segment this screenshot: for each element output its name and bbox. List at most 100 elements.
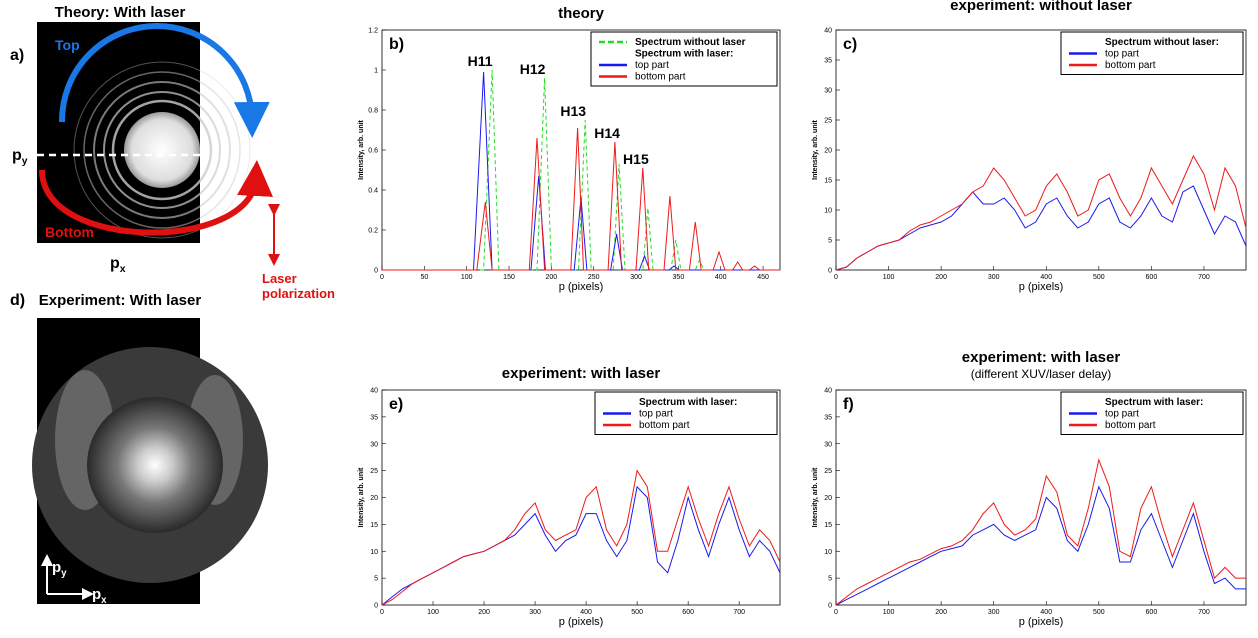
y-tick-label: 15 — [824, 522, 832, 529]
x-tick-label: 200 — [478, 609, 490, 616]
x-tick-label: 500 — [1093, 609, 1105, 616]
x-tick-label: 400 — [1040, 274, 1052, 281]
py-label-base: p — [52, 559, 61, 576]
experiment-image — [32, 318, 268, 604]
legend-entry: top part — [635, 60, 669, 71]
px-label: px — [92, 586, 107, 606]
py-label-sub: y — [61, 568, 67, 579]
x-axis-label: p (pixels) — [559, 616, 604, 628]
data-line — [835, 458, 1246, 606]
x-tick-label: 300 — [529, 609, 541, 616]
legend-entry: bottom part — [1105, 420, 1156, 431]
y-axis-label: Intensity, arb. unit — [358, 119, 365, 179]
panel-label: b) — [389, 36, 404, 53]
legend-entry: bottom part — [639, 420, 690, 431]
py-label: py — [12, 147, 28, 167]
image-title: Experiment: With laser — [39, 292, 202, 309]
peak-annotation: H14 — [594, 125, 620, 141]
x-tick-label: 250 — [588, 274, 600, 281]
x-axis-label: p (pixels) — [559, 281, 604, 293]
y-tick-label: 5 — [828, 238, 832, 245]
y-tick-label: 25 — [824, 118, 832, 125]
y-tick-label: 15 — [824, 178, 832, 185]
panel-label: c) — [843, 36, 857, 53]
data-line — [835, 485, 1246, 606]
x-tick-label: 200 — [935, 274, 947, 281]
legend-entry: bottom part — [635, 72, 686, 83]
y-tick-label: 20 — [824, 495, 832, 502]
panel-label: a) — [10, 47, 24, 64]
x-tick-label: 350 — [673, 274, 685, 281]
y-tick-label: 30 — [824, 441, 832, 448]
x-tick-label: 700 — [1198, 274, 1210, 281]
x-tick-label: 100 — [883, 274, 895, 281]
peak-annotation: H12 — [520, 61, 546, 77]
y-tick-label: 0.4 — [368, 188, 378, 195]
chart-title: experiment: without laser — [950, 0, 1132, 14]
x-tick-label: 450 — [757, 274, 769, 281]
px-label-base: p — [110, 255, 120, 272]
py-label-base: p — [12, 147, 22, 164]
x-tick-label: 0 — [380, 274, 384, 281]
panel-label: e) — [389, 396, 403, 413]
y-tick-label: 0 — [828, 268, 832, 275]
top-label: Top — [55, 37, 80, 53]
y-tick-label: 0 — [374, 603, 378, 610]
y-tick-label: 20 — [370, 495, 378, 502]
y-tick-label: 40 — [370, 388, 378, 395]
chart-title: theory — [558, 5, 605, 22]
x-tick-label: 200 — [935, 609, 947, 616]
legend-title: Spectrum with laser: — [1105, 397, 1203, 408]
y-tick-label: 40 — [824, 388, 832, 395]
py-label: py — [52, 559, 67, 579]
polarization-label: polarization — [262, 286, 335, 301]
y-tick-label: 10 — [824, 549, 832, 556]
y-axis-label: Intensity, arb. unit — [812, 119, 819, 179]
x-tick-label: 0 — [834, 609, 838, 616]
x-tick-label: 200 — [546, 274, 558, 281]
chart-title: experiment: with laser — [962, 349, 1121, 366]
y-tick-label: 1.2 — [368, 28, 378, 35]
y-tick-label: 1 — [374, 68, 378, 75]
peak-annotation: H11 — [468, 53, 493, 69]
y-tick-label: 10 — [370, 549, 378, 556]
panel-label: d) — [10, 292, 25, 309]
x-axis-label: p (pixels) — [1019, 616, 1064, 628]
x-tick-label: 0 — [834, 274, 838, 281]
y-tick-label: 5 — [374, 576, 378, 583]
y-axis-label: Intensity, arb. unit — [358, 467, 365, 527]
legend-entry: top part — [1105, 49, 1139, 60]
y-tick-label: 10 — [824, 208, 832, 215]
x-tick-label: 50 — [420, 274, 428, 281]
x-tick-label: 100 — [427, 609, 439, 616]
y-tick-label: 0.8 — [368, 108, 378, 115]
legend-entry: Spectrum without laser — [635, 37, 746, 48]
peak-annotation: H13 — [560, 103, 586, 119]
x-tick-label: 100 — [461, 274, 473, 281]
x-tick-label: 400 — [580, 609, 592, 616]
legend-title: Spectrum with laser: — [635, 49, 733, 60]
bottom-label: Bottom — [45, 224, 94, 240]
y-tick-label: 30 — [824, 88, 832, 95]
y-tick-label: 5 — [828, 576, 832, 583]
y-tick-label: 20 — [824, 148, 832, 155]
x-tick-label: 600 — [1146, 609, 1158, 616]
y-tick-label: 0 — [828, 603, 832, 610]
y-tick-label: 35 — [370, 414, 378, 421]
legend-title: Spectrum without laser: — [1105, 37, 1219, 48]
x-tick-label: 400 — [715, 274, 727, 281]
y-tick-label: 15 — [370, 522, 378, 529]
x-tick-label: 500 — [631, 609, 643, 616]
x-tick-label: 100 — [883, 609, 895, 616]
panel-label: f) — [843, 396, 854, 413]
data-line — [382, 127, 780, 271]
px-label-sub: x — [120, 264, 126, 275]
legend-entry: top part — [639, 409, 673, 420]
data-line — [835, 185, 1247, 271]
px-label-sub: x — [101, 595, 107, 606]
theory-image — [37, 22, 280, 266]
y-tick-label: 35 — [824, 414, 832, 421]
x-axis-label: p (pixels) — [1019, 281, 1064, 293]
legend-entry: top part — [1105, 409, 1139, 420]
